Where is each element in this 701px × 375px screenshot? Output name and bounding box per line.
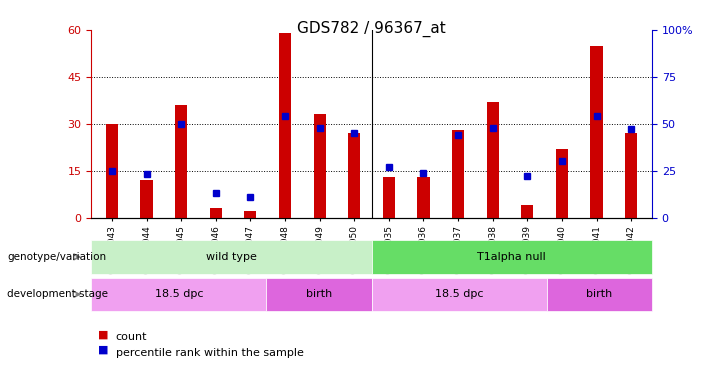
Text: birth: birth	[306, 290, 332, 299]
Text: ■: ■	[98, 330, 109, 339]
Bar	[452, 130, 464, 218]
Bar	[417, 177, 430, 218]
Bar	[279, 33, 291, 218]
Bar	[383, 177, 395, 218]
Text: wild type: wild type	[206, 252, 257, 262]
Bar	[348, 133, 360, 218]
Bar	[625, 133, 637, 218]
Text: development stage: development stage	[7, 290, 108, 299]
Text: genotype/variation: genotype/variation	[7, 252, 106, 262]
Text: birth: birth	[586, 290, 613, 299]
Text: 18.5 dpc: 18.5 dpc	[154, 290, 203, 299]
Text: T1alpha null: T1alpha null	[477, 252, 546, 262]
Bar	[245, 211, 257, 217]
Bar	[556, 149, 568, 217]
Bar	[106, 124, 118, 218]
Text: count: count	[116, 333, 147, 342]
Bar	[522, 205, 533, 218]
Bar	[590, 46, 603, 218]
Bar	[210, 208, 222, 218]
Bar	[313, 114, 326, 218]
Text: GDS782 / 96367_at: GDS782 / 96367_at	[297, 21, 446, 37]
Bar	[140, 180, 153, 218]
Bar	[486, 102, 498, 218]
Text: ■: ■	[98, 345, 109, 354]
Bar	[175, 105, 187, 218]
Text: 18.5 dpc: 18.5 dpc	[435, 290, 484, 299]
Text: percentile rank within the sample: percentile rank within the sample	[116, 348, 304, 357]
